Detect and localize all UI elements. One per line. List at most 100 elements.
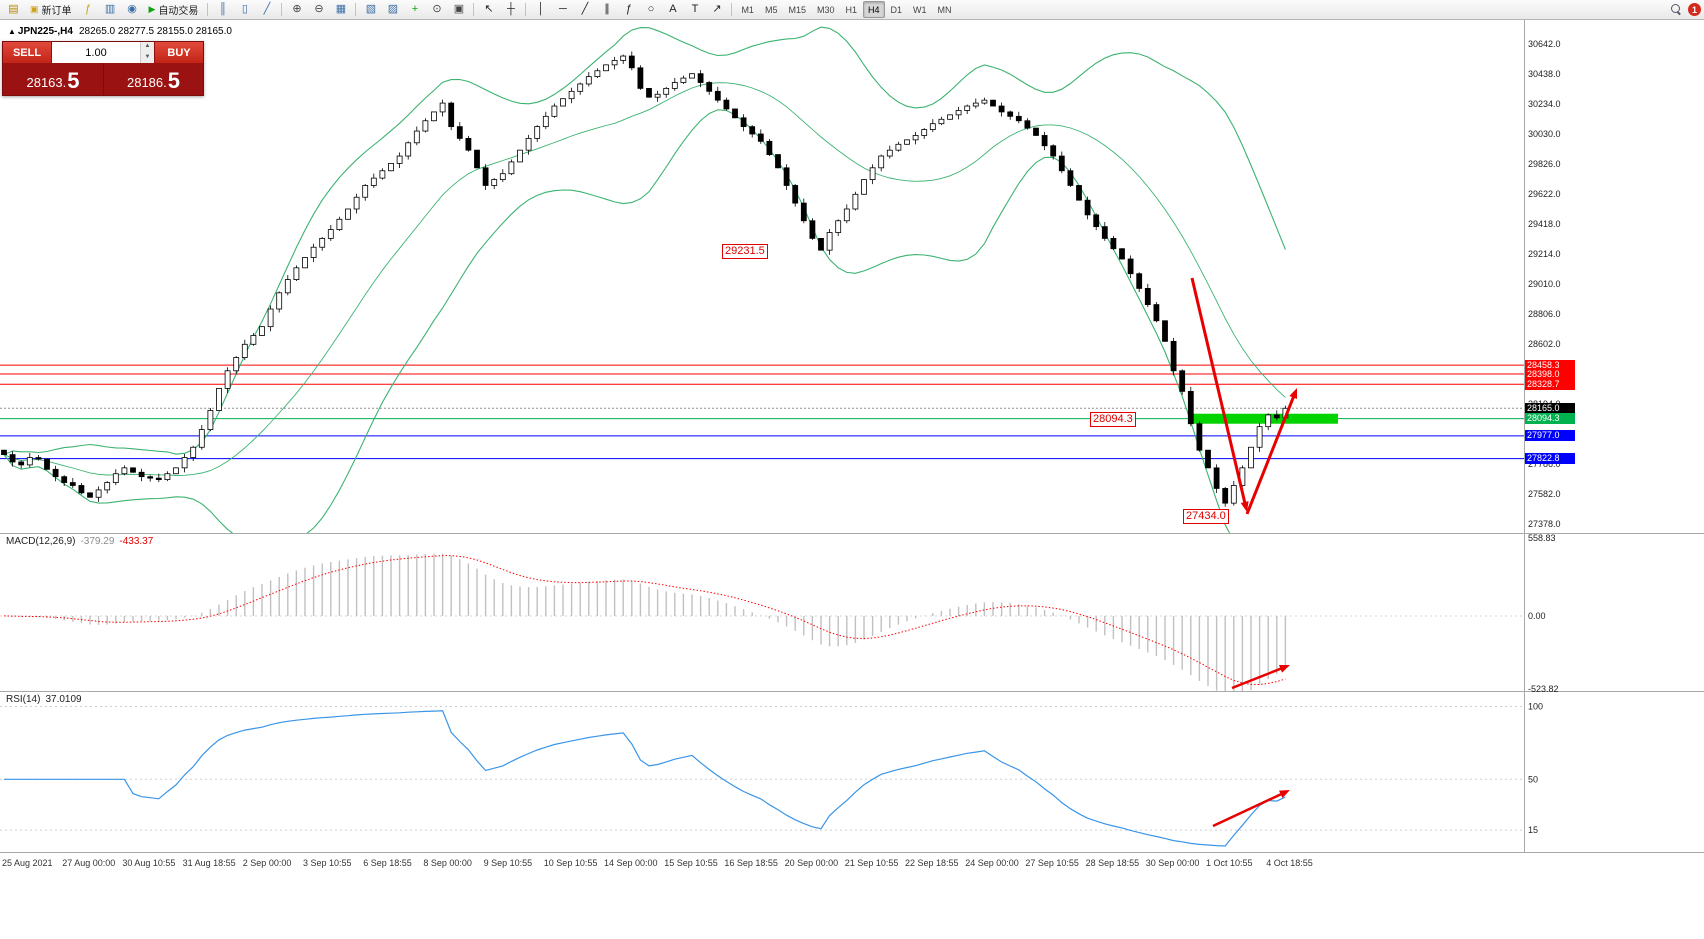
- sell-button[interactable]: SELL: [3, 42, 51, 63]
- volume-up-button[interactable]: ▲: [141, 42, 154, 53]
- price-label-28458.3: 28458.3: [1525, 359, 1575, 371]
- new-order-button-icon: ▣: [30, 4, 39, 14]
- indicators-icon[interactable]: ƒ: [84, 3, 92, 15]
- new-chart-icon[interactable]: ▤: [8, 3, 19, 15]
- search-icon[interactable]: [1666, 1, 1687, 19]
- trend-arrow[interactable]: [1289, 388, 1297, 399]
- svg-text:29622.0: 29622.0: [1528, 189, 1561, 199]
- arrows-tool-icon[interactable]: ↗: [712, 3, 722, 15]
- text-icon[interactable]: A: [669, 3, 677, 15]
- data-window-icon[interactable]: ◉: [127, 3, 137, 15]
- shapes-icon[interactable]: ○: [647, 3, 655, 15]
- one-click-trade-panel: SELL ▲ ▼ BUY 28163. 5 28186. 5: [2, 41, 204, 96]
- text-label-icon[interactable]: T: [691, 3, 699, 15]
- vertical-line-icon[interactable]: │: [537, 3, 545, 15]
- bar-chart-mode-icon[interactable]: ║: [219, 3, 227, 15]
- price-label-27822.8: 27822.8: [1525, 453, 1575, 465]
- svg-text:30438.0: 30438.0: [1528, 69, 1561, 79]
- period-up-icon[interactable]: ▨: [387, 3, 399, 15]
- tile-windows-icon[interactable]: ▦: [335, 3, 347, 15]
- market-watch-icon[interactable]: ▥: [104, 3, 116, 15]
- time-axis-label: 30 Aug 10:55: [122, 858, 175, 868]
- auto-scroll-icon[interactable]: ⊙: [432, 3, 442, 15]
- svg-text:-523.82: -523.82: [1528, 684, 1559, 694]
- svg-text:28806.0: 28806.0: [1528, 309, 1561, 319]
- ohlc-high: 28277.5: [117, 26, 155, 37]
- timeframe-m15[interactable]: M15: [788, 4, 806, 15]
- time-axis-label: 2 Sep 00:00: [243, 858, 292, 868]
- horizontal-line-icon[interactable]: ─: [559, 3, 567, 15]
- time-axis-label: 24 Sep 00:00: [965, 858, 1019, 868]
- chart-canvas[interactable]: 30642.0 30438.0 30234.0 30030.0 29826.0 29622…: [0, 20, 1704, 939]
- trendline-icon[interactable]: ╱: [581, 3, 589, 15]
- support-zone-rect[interactable]: [1190, 413, 1338, 424]
- rsi-pane[interactable]: [0, 706, 1524, 847]
- price-axis: 30642.0 30438.0 30234.0 30030.0 29826.0 29622…: [2, 39, 1561, 868]
- autotrading-button-icon: ▶: [148, 4, 156, 14]
- time-axis-label: 27 Aug 00:00: [62, 858, 115, 868]
- add-indicator-icon[interactable]: +: [411, 3, 419, 15]
- macd-pane[interactable]: [0, 553, 1524, 695]
- time-axis-label: 15 Sep 10:55: [664, 858, 718, 868]
- price-label-28094.3: 28094.3: [1525, 413, 1575, 425]
- buy-price[interactable]: 28186. 5: [103, 63, 203, 95]
- time-axis-label: 1 Oct 10:55: [1206, 858, 1253, 868]
- trend-arrow[interactable]: [1240, 501, 1249, 512]
- buy-price-main: 28186.: [126, 75, 167, 90]
- buy-button[interactable]: BUY: [155, 42, 203, 63]
- price-annotation[interactable]: 29231.5: [722, 244, 768, 260]
- autotrading-button[interactable]: ▶ 自动交易: [144, 1, 204, 19]
- time-axis-label: 3 Sep 10:55: [303, 858, 352, 868]
- time-axis-label: 30 Sep 00:00: [1146, 858, 1200, 868]
- symbol-ohlc-bar: ▲ JPN225-,H4 28265.0 28277.5 28155.0 28165…: [5, 26, 235, 37]
- volume-down-button[interactable]: ▼: [141, 52, 154, 63]
- timeframe-m1[interactable]: M1: [741, 4, 754, 15]
- toolbar-separator: [525, 3, 527, 16]
- price-label-28165.0: 28165.0: [1525, 402, 1575, 414]
- timeframe-m30[interactable]: M30: [816, 4, 835, 15]
- channel-icon[interactable]: ∥: [604, 3, 610, 15]
- zoom-in-icon[interactable]: ⊕: [292, 3, 302, 15]
- trend-arrow[interactable]: [1279, 790, 1290, 798]
- time-axis-label: 9 Sep 10:55: [484, 858, 533, 868]
- main-pane[interactable]: [0, 26, 1524, 556]
- trend-arrow[interactable]: [1279, 665, 1290, 673]
- zoom-out-icon[interactable]: ⊖: [314, 3, 324, 15]
- timeframe-h1[interactable]: H1: [845, 4, 858, 15]
- indicator-list-icon[interactable]: ▧: [365, 3, 377, 15]
- time-axis-label: 22 Sep 18:55: [905, 858, 959, 868]
- svg-text:558.83: 558.83: [1528, 533, 1556, 543]
- price-annotation[interactable]: 27434.0: [1183, 508, 1229, 524]
- timeframe-h4[interactable]: H4: [863, 1, 885, 18]
- notification-badge[interactable]: 1: [1688, 3, 1701, 16]
- cursor-icon[interactable]: ↖: [484, 3, 494, 15]
- timeframe-m5[interactable]: M5: [764, 4, 778, 15]
- volume-input[interactable]: [52, 42, 140, 63]
- chart-window[interactable]: 30642.0 30438.0 30234.0 30030.0 29826.0 29622…: [0, 20, 1704, 939]
- new-order-button[interactable]: ▣ 新订单: [25, 1, 77, 19]
- time-axis-label: 14 Sep 00:00: [604, 858, 658, 868]
- svg-text:27582.0: 27582.0: [1528, 489, 1561, 499]
- chart-shift-icon[interactable]: ▣: [453, 3, 465, 15]
- symbol-name: JPN225-,H4: [17, 26, 73, 37]
- sell-price[interactable]: 28163. 5: [3, 63, 103, 95]
- rsi-line: [4, 710, 1286, 847]
- macd-signal-line: [3, 555, 1286, 686]
- candlestick-mode-icon[interactable]: ▯: [241, 3, 248, 15]
- tick-direction-icon: ▲: [8, 27, 16, 36]
- fibonacci-icon[interactable]: ƒ: [625, 3, 632, 15]
- bollinger-band: [3, 82, 1286, 476]
- toolbar-separator: [473, 3, 475, 16]
- svg-text:15: 15: [1528, 825, 1538, 835]
- line-chart-mode-icon[interactable]: ╱: [263, 3, 271, 15]
- price-annotation[interactable]: 28094.3: [1090, 411, 1136, 427]
- svg-text:50: 50: [1528, 774, 1538, 784]
- timeframe-w1[interactable]: W1: [913, 4, 927, 15]
- timeframe-mn[interactable]: MN: [937, 4, 952, 15]
- toolbar-separator: [207, 3, 209, 16]
- time-axis-label: 31 Aug 18:55: [183, 858, 236, 868]
- rsi-label: RSI(14) 37.0109: [4, 694, 84, 705]
- crosshair-icon[interactable]: ┼: [507, 3, 515, 15]
- timeframe-d1[interactable]: D1: [890, 4, 903, 15]
- time-axis-label: 20 Sep 00:00: [785, 858, 839, 868]
